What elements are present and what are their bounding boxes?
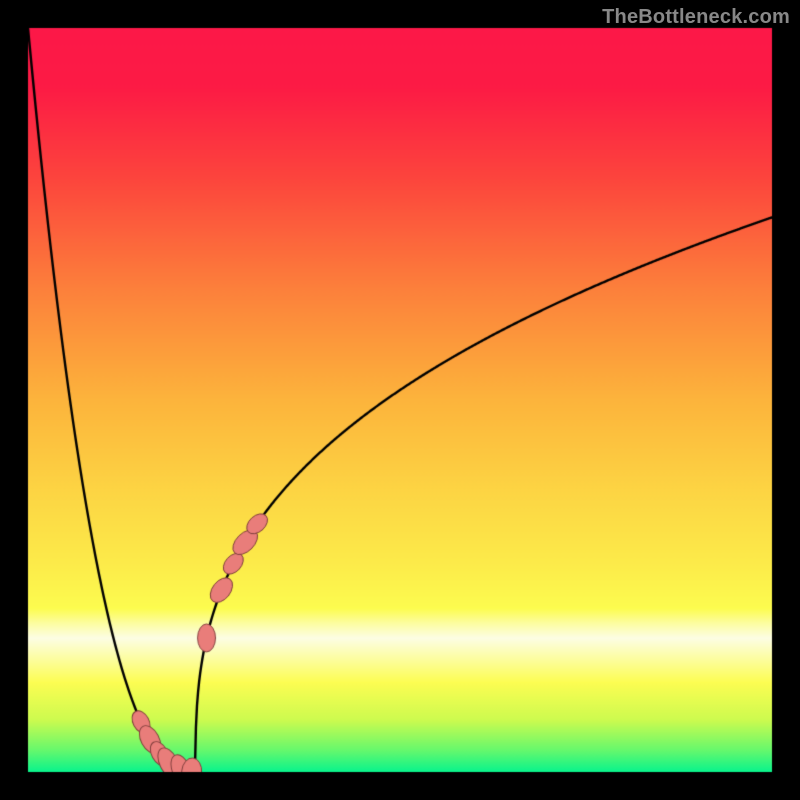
chart-container: { "meta": { "watermark_text": "TheBottle… (0, 0, 800, 800)
watermark-text: TheBottleneck.com (602, 6, 790, 29)
bottleneck-curve-chart (0, 0, 800, 800)
